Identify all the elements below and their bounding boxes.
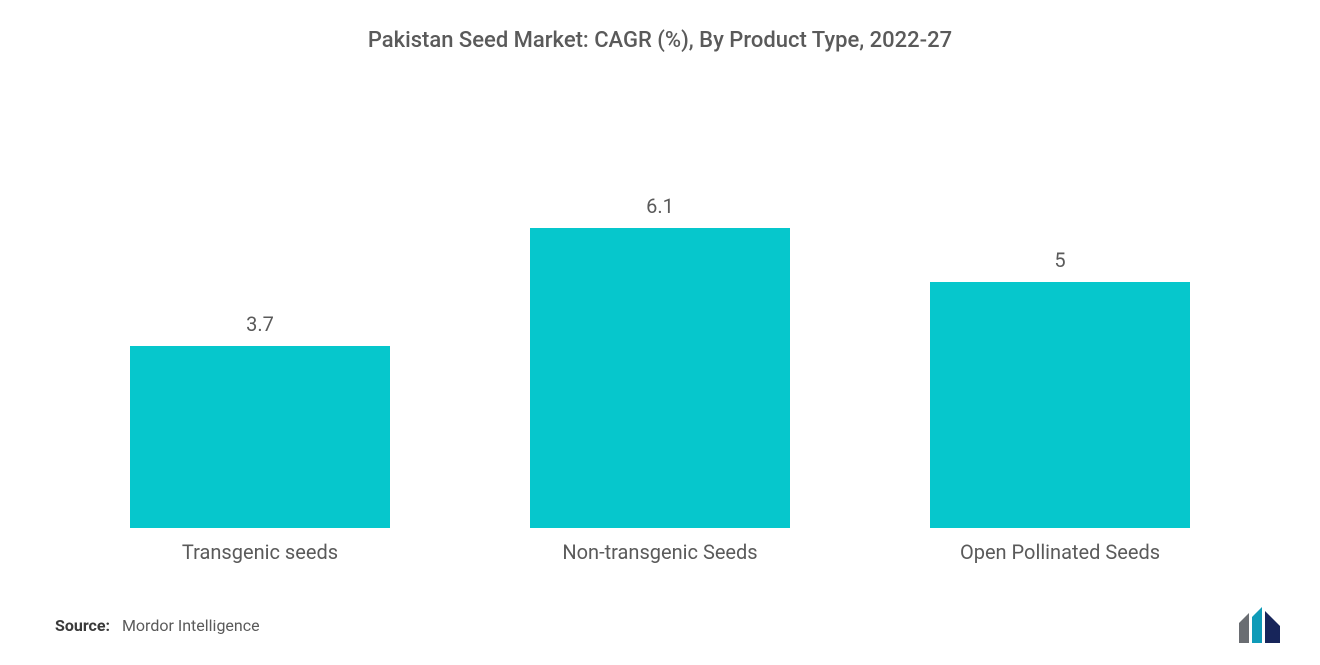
source-label: Source: (55, 616, 110, 635)
bar-group: 3.7Transgenic seeds (60, 80, 460, 540)
source-attribution: Source: Mordor Intelligence (55, 616, 260, 635)
bar (130, 346, 390, 528)
bar-value-label: 3.7 (246, 312, 274, 336)
logo-icon (1239, 607, 1285, 643)
mordor-logo (1239, 607, 1285, 643)
source-text: Mordor Intelligence (122, 616, 260, 635)
bar (930, 282, 1190, 528)
bar-group: 6.1Non-transgenic Seeds (460, 80, 860, 540)
chart-container: Pakistan Seed Market: CAGR (%), By Produ… (0, 0, 1320, 665)
plot-area: 3.7Transgenic seeds6.1Non-transgenic See… (60, 80, 1260, 540)
bar (530, 228, 790, 528)
logo-bar-3 (1265, 611, 1280, 643)
chart-title: Pakistan Seed Market: CAGR (%), By Produ… (0, 28, 1320, 53)
bar-value-label: 6.1 (646, 194, 674, 218)
logo-bar-2 (1252, 607, 1262, 643)
logo-bar-1 (1239, 613, 1249, 643)
bar-value-label: 5 (1054, 248, 1065, 272)
bar-group: 5Open Pollinated Seeds (860, 80, 1260, 540)
